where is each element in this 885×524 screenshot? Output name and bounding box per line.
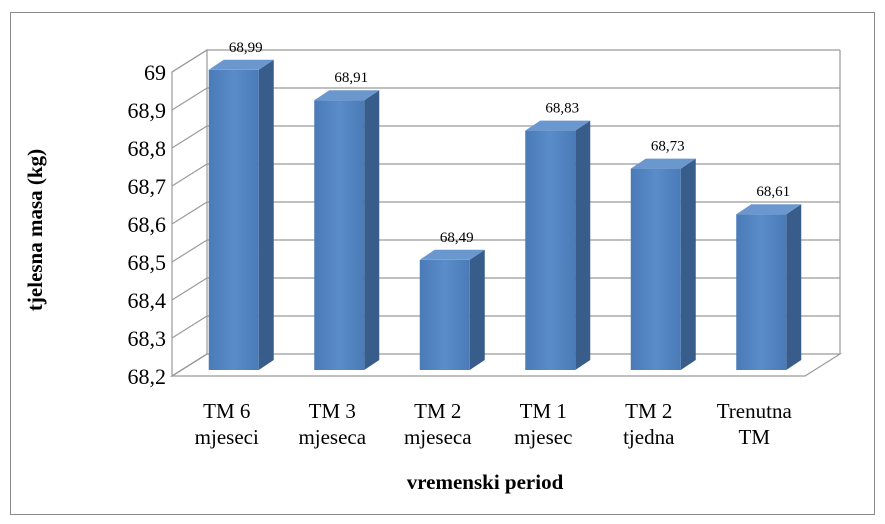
x-category-label: TM 2 mjeseca bbox=[404, 399, 472, 449]
bar-top bbox=[208, 59, 274, 70]
y-axis-title: tjelesna masa (kg) bbox=[23, 149, 47, 311]
x-category-line: tjedna bbox=[623, 425, 675, 449]
data-label: 68,49 bbox=[440, 230, 474, 246]
bar-side bbox=[786, 204, 802, 370]
bar-top bbox=[630, 158, 696, 169]
gridline-diagonal bbox=[171, 125, 208, 149]
x-category-label: TM 3 mjeseca bbox=[298, 399, 366, 449]
y-tick-label: 68,4 bbox=[128, 288, 167, 313]
x-axis-title: vremenski period bbox=[407, 470, 564, 494]
x-category-label: TM 6 mjeseci bbox=[195, 399, 259, 449]
gridlines bbox=[171, 49, 840, 377]
data-label: 68,61 bbox=[756, 184, 790, 200]
bars: 68,99 68,91 68,49 68,83 68,73 68,61 bbox=[208, 40, 802, 371]
x-category-label: TM 2 tjedna bbox=[623, 399, 675, 449]
bar-top bbox=[736, 204, 802, 215]
data-label: 68,73 bbox=[651, 139, 685, 155]
bar-front bbox=[630, 168, 681, 370]
x-category-line: mjeseca bbox=[298, 425, 366, 449]
x-category-line: mjeseci bbox=[195, 425, 259, 449]
x-category-line: TM 2 bbox=[414, 399, 461, 423]
chart-floor bbox=[169, 353, 843, 377]
floor-plane bbox=[169, 353, 843, 377]
bar: 68,91 bbox=[314, 70, 380, 370]
x-category-line: TM bbox=[739, 425, 771, 449]
y-tick-label: 68,2 bbox=[128, 364, 167, 389]
x-category-line: TM 2 bbox=[625, 399, 672, 423]
bar-front bbox=[525, 130, 576, 370]
gridline-diagonal bbox=[171, 49, 208, 73]
bar-top bbox=[419, 249, 485, 260]
bar-side bbox=[575, 120, 591, 370]
bar-side bbox=[680, 158, 696, 370]
bar-top bbox=[314, 90, 380, 101]
x-category-label: Trenutna TM bbox=[717, 399, 793, 449]
bar: 68,73 bbox=[630, 139, 696, 370]
y-axis-ticks: 68,2 68,3 68,4 68,5 68,6 68,7 68,8 68,9 69 bbox=[128, 60, 167, 389]
y-tick-label: 68,8 bbox=[128, 136, 167, 161]
x-category-line: TM 3 bbox=[309, 399, 356, 423]
x-category-line: mjeseca bbox=[404, 425, 472, 449]
y-tick-label: 68,3 bbox=[128, 326, 167, 351]
gridline-diagonal bbox=[171, 201, 208, 225]
y-tick-label: 68,9 bbox=[128, 98, 167, 123]
y-tick-label: 68,6 bbox=[128, 212, 167, 237]
bar-front bbox=[208, 69, 259, 371]
bar: 68,49 bbox=[419, 230, 485, 370]
bar: 68,99 bbox=[208, 40, 274, 371]
gridline-diagonal bbox=[171, 277, 208, 301]
bar-top bbox=[525, 120, 591, 131]
gridline-diagonal bbox=[171, 315, 208, 339]
data-label: 68,91 bbox=[334, 70, 368, 86]
bar: 68,61 bbox=[736, 184, 802, 370]
gridline-diagonal bbox=[171, 163, 208, 187]
x-category-line: TM 6 bbox=[203, 399, 250, 423]
bar-front bbox=[419, 259, 470, 370]
gridline-diagonal bbox=[171, 87, 208, 111]
data-label: 68,83 bbox=[545, 101, 579, 117]
gridline-diagonal bbox=[171, 239, 208, 263]
bar-side bbox=[364, 90, 380, 370]
x-category-line: TM 1 bbox=[520, 399, 567, 423]
x-category-line: Trenutna bbox=[717, 399, 793, 423]
bar: 68,83 bbox=[525, 101, 591, 370]
bar-front bbox=[736, 214, 787, 370]
bar-side bbox=[258, 59, 274, 371]
x-category-line: mjesec bbox=[514, 425, 572, 449]
bar-front bbox=[314, 100, 365, 370]
bar-side bbox=[469, 249, 485, 370]
y-tick-label: 68,5 bbox=[128, 250, 167, 275]
data-label: 68,99 bbox=[229, 40, 263, 56]
y-tick-label: 68,7 bbox=[128, 174, 167, 199]
y-tick-label: 69 bbox=[144, 60, 166, 85]
x-category-label: TM 1 mjesec bbox=[514, 399, 572, 449]
